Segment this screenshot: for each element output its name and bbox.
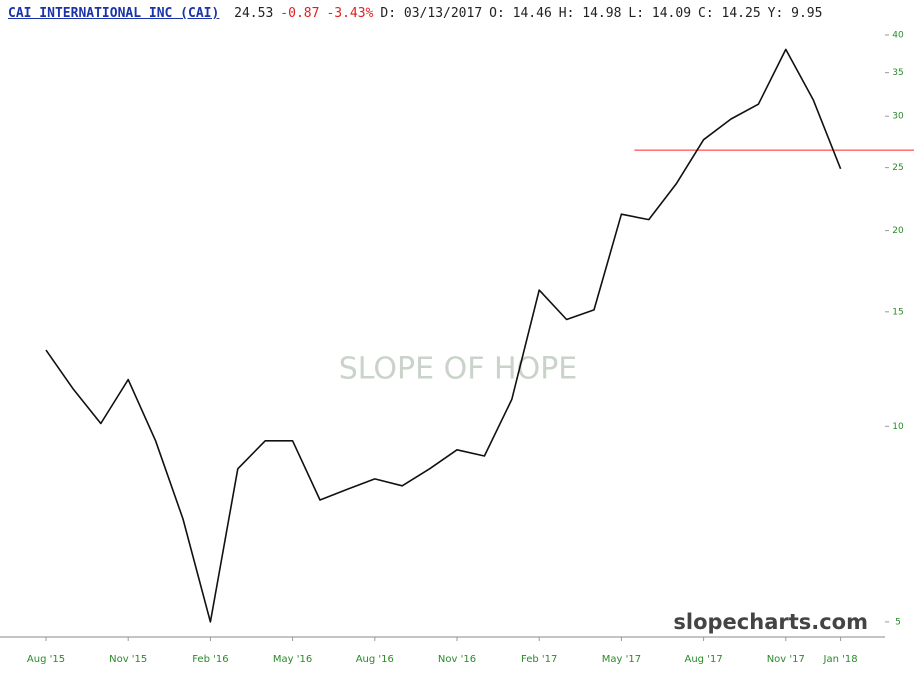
x-tick-label: Feb '16 [192, 654, 228, 665]
y-tick-label: 40 [892, 30, 904, 40]
quote-field: -3.43% [326, 6, 374, 21]
quote-field: H: 14.98 [558, 6, 622, 21]
x-tick-label: Nov '15 [109, 654, 147, 665]
y-tick-label: 25 [892, 163, 903, 173]
y-tick-label: 35 [892, 68, 903, 78]
x-tick-label: Aug '16 [356, 654, 394, 665]
quote-field: C: 14.25 [698, 6, 761, 21]
quote-field: O: 14.46 [489, 6, 552, 21]
quote-field: 24.53 [234, 6, 274, 21]
x-tick-label: Jan '18 [823, 654, 858, 665]
quote-field: Y: 9.95 [767, 6, 823, 21]
y-tick-label: 20 [892, 226, 904, 236]
y-tick-label: 15 [892, 307, 903, 317]
quote-field: D: 03/13/2017 [380, 6, 483, 21]
quote-field: -0.87 [280, 6, 320, 21]
x-tick-label: Nov '16 [438, 654, 476, 665]
x-tick-label: Nov '17 [767, 654, 805, 665]
x-tick-label: Aug '17 [685, 654, 723, 665]
header: CAI INTERNATIONAL INC (CAI) 24.53 -0.87 -3… [8, 6, 829, 21]
x-tick-label: May '16 [273, 654, 312, 665]
watermark: SLOPE OF HOPE [339, 352, 578, 387]
x-tick-label: Feb '17 [521, 654, 557, 665]
footer-brand: slopecharts.com [673, 610, 868, 634]
y-tick-label: 30 [892, 112, 904, 122]
y-tick-label: 5 [895, 617, 901, 627]
x-tick-label: May '17 [602, 654, 641, 665]
quote-field: L: 14.09 [628, 6, 692, 21]
ticker-title[interactable]: CAI INTERNATIONAL INC (CAI) [8, 6, 220, 21]
y-tick-label: 10 [892, 422, 904, 432]
x-tick-label: Aug '15 [27, 654, 65, 665]
price-line [45, 48, 842, 623]
